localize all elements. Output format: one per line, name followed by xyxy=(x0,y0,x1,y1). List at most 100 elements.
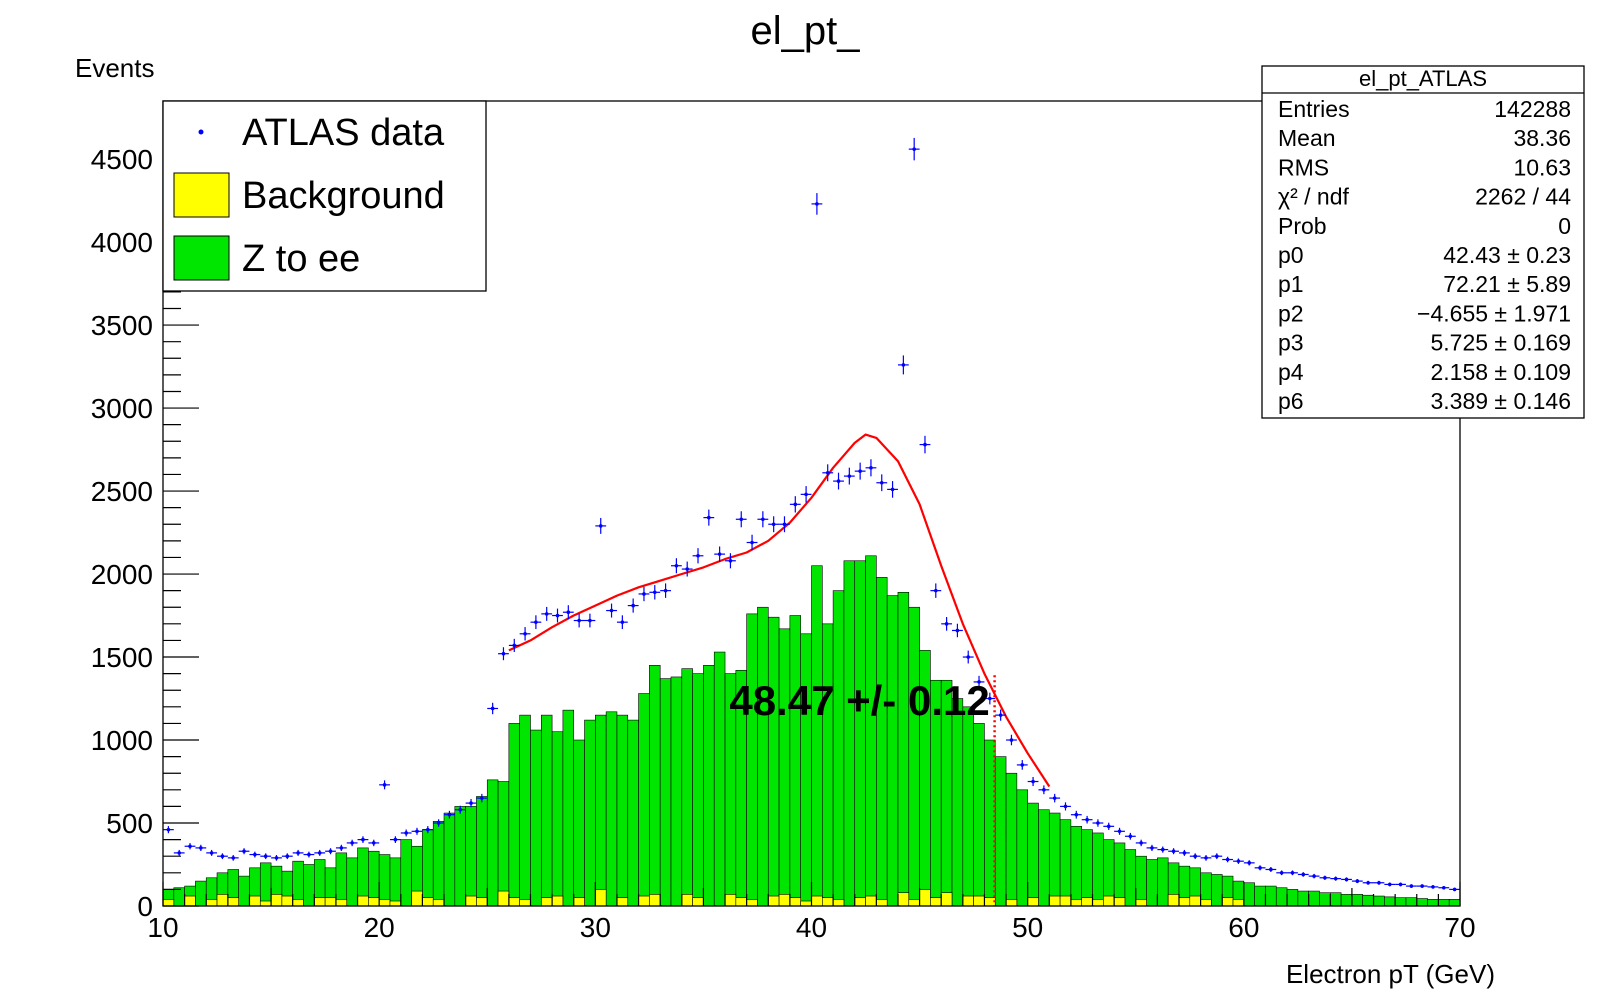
background-bar xyxy=(973,895,985,907)
z-to-ee-bar xyxy=(638,693,650,907)
z-to-ee-bar xyxy=(1308,890,1320,907)
background-bar xyxy=(519,899,531,907)
data-point xyxy=(768,516,780,533)
data-point-marker xyxy=(717,552,722,556)
data-point xyxy=(335,844,347,852)
data-point xyxy=(1114,827,1125,835)
data-point-marker xyxy=(901,363,906,367)
data-point xyxy=(227,855,239,861)
stats-value: 3.389 ± 0.146 xyxy=(1430,388,1571,414)
data-point xyxy=(779,516,790,533)
z-to-ee-bar xyxy=(465,806,477,907)
data-point-marker xyxy=(1204,856,1208,860)
z-to-ee-bar xyxy=(865,555,877,907)
data-point xyxy=(1319,875,1331,880)
background-bar xyxy=(919,889,931,907)
data-point xyxy=(508,638,520,652)
data-point-marker xyxy=(1247,861,1252,865)
data-point-marker xyxy=(1085,817,1089,822)
data-point xyxy=(908,137,920,161)
z-to-ee-bar xyxy=(1124,849,1137,907)
data-point-marker xyxy=(977,680,981,684)
stats-value: 142288 xyxy=(1494,96,1571,122)
z-to-ee-bar xyxy=(1135,855,1147,907)
data-point xyxy=(1405,884,1417,888)
data-point-marker xyxy=(588,618,592,623)
z-to-ee-bar xyxy=(1362,894,1374,907)
data-point xyxy=(173,849,185,856)
background-bar xyxy=(1092,899,1104,907)
z-to-ee-bar xyxy=(1373,895,1385,907)
z-to-ee-bar xyxy=(497,781,510,907)
z-to-ee-bar xyxy=(346,857,358,907)
data-point-marker xyxy=(328,849,333,854)
data-point xyxy=(725,553,736,569)
data-point xyxy=(389,836,401,843)
data-point xyxy=(1308,873,1320,879)
z-to-ee-bar xyxy=(1146,859,1158,907)
background-bar xyxy=(249,895,261,907)
z-to-ee-bar xyxy=(378,854,391,907)
background-bar xyxy=(378,899,391,907)
background-bar xyxy=(692,897,704,907)
z-to-ee-bar xyxy=(454,806,466,907)
data-point-marker xyxy=(177,851,182,855)
background-bar xyxy=(876,899,888,907)
data-point xyxy=(930,583,942,598)
data-point-marker xyxy=(869,466,873,470)
data-point xyxy=(465,798,477,808)
stats-label: Entries xyxy=(1278,96,1350,122)
background-bar xyxy=(724,894,737,907)
z-to-ee-bar xyxy=(1340,894,1353,907)
fit-result-label: 48.47 +/- 0.12 xyxy=(729,677,989,724)
data-point xyxy=(1103,822,1115,830)
data-point-marker xyxy=(274,856,279,860)
background-bar xyxy=(1167,894,1180,907)
z-to-ee-bar xyxy=(476,796,488,907)
z-to-ee-bar xyxy=(519,714,531,907)
data-point xyxy=(1297,872,1309,877)
stats-value: 0 xyxy=(1558,213,1571,239)
data-point-marker xyxy=(836,479,841,483)
y-tick-label: 500 xyxy=(106,808,153,839)
background-bar xyxy=(1027,897,1039,907)
axes: 10 20 30 40 50 60 70 0 500 1000 1500 2000 2500 3000 35… xyxy=(91,108,1476,943)
z-to-ee-bar xyxy=(573,739,585,907)
data-point-marker xyxy=(1279,871,1284,875)
background-bar xyxy=(908,899,920,907)
z-to-ee-bar xyxy=(303,864,315,907)
background-bar xyxy=(649,894,661,907)
background-bar xyxy=(822,897,834,907)
data-point-marker xyxy=(490,706,495,711)
data-point xyxy=(670,558,682,574)
data-point-marker xyxy=(1366,880,1370,885)
z-to-ee-bar xyxy=(1027,802,1039,907)
z-to-ee-bar xyxy=(778,628,791,907)
data-point xyxy=(1070,810,1082,819)
background-bar xyxy=(508,897,520,907)
data-point xyxy=(843,467,855,485)
data-point xyxy=(1254,865,1266,871)
background-bar xyxy=(616,897,629,907)
data-point-marker xyxy=(815,202,819,206)
data-point xyxy=(195,844,207,852)
background-bar xyxy=(1200,899,1212,907)
data-point xyxy=(995,709,1007,721)
stats-value: −4.655 ± 1.971 xyxy=(1417,300,1571,326)
data-point-marker xyxy=(220,854,225,859)
data-point xyxy=(984,692,996,705)
data-point xyxy=(562,605,574,620)
stats-label: p1 xyxy=(1278,271,1304,297)
data-point xyxy=(1243,860,1255,866)
x-axis-label: Electron pT (GeV) xyxy=(1286,959,1495,989)
background-bar xyxy=(497,890,510,907)
data-point xyxy=(800,486,812,503)
data-point-marker xyxy=(674,563,679,568)
z-to-ee-bar xyxy=(508,723,520,907)
data-point-marker xyxy=(512,643,517,648)
z-to-ee-bar xyxy=(389,857,402,907)
data-point-marker xyxy=(188,844,192,849)
stats-label: χ² / ndf xyxy=(1278,184,1349,210)
background-bar xyxy=(1103,895,1115,907)
z-to-ee-bar xyxy=(1016,789,1028,907)
